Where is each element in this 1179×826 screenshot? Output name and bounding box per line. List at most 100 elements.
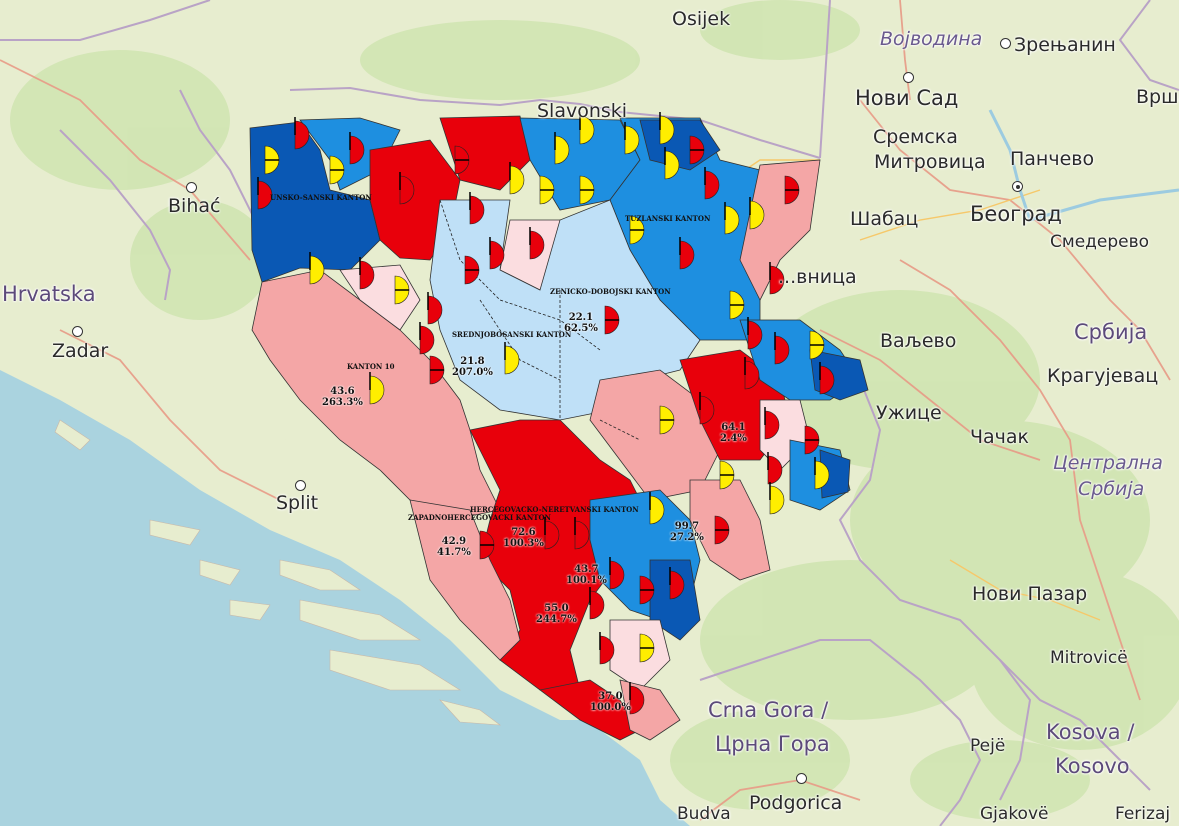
pie-marker [744,360,760,390]
canton-label: UNSKO-SANSKI KANTON [270,193,372,202]
city-label-slavonski: Slavonski [537,100,628,122]
pie-marker [649,495,665,525]
value-label: 72.6 100.3% [503,527,544,549]
pie-marker [574,520,590,550]
country-label-kosova: Kosova / [1046,720,1135,744]
pie-marker [359,260,375,290]
pie-marker [349,135,365,165]
pie-marker [579,115,595,145]
pie-marker [504,345,520,375]
city-marker [903,72,914,83]
canton-label: SREDNJOBOSANSKI KANTON [452,330,572,339]
value-label: 42.9 41.7% [437,536,471,558]
pie-marker [419,325,435,355]
city-marker [1000,38,1011,49]
pie-marker [819,365,835,395]
region-label-centralna: Централна [1053,452,1163,474]
canton-borders [439,199,641,441]
city-label-sremska: Сремска [873,126,958,148]
pie-marker [669,570,685,600]
city-label-bihac: Bihać [168,195,221,217]
value-label: 22.1 62.5% [564,312,598,334]
pie-marker [469,195,485,225]
pie-marker [309,255,325,285]
city-label-partial: ...вница [778,266,857,288]
value-label: 43.6 263.3% [322,386,363,408]
pie-marker [699,395,715,425]
pie-marker [774,335,790,365]
pie-marker [544,520,560,550]
pie-marker [624,125,640,155]
pie-marker [764,410,780,440]
canton-label: ZENICKO-DOBOJSKI KANTON [550,287,671,296]
pie-marker [814,460,830,490]
pie-marker [489,240,505,270]
islands [54,419,502,726]
pie-marker [427,295,443,325]
forest-areas [10,0,1179,820]
pie-marker [769,485,785,515]
pie-marker [629,685,645,715]
canton-label: KANTON 10 [347,362,395,371]
city-label-vrsac: Вршац [1136,86,1179,108]
value-label: 37.0 100.0% [590,691,631,713]
city-label-ferizaj: Ferizaj [1115,804,1171,824]
city-label-budva: Budva [677,804,731,824]
city-label-kragujevac: Крагујевац [1047,365,1159,387]
pie-markers [257,112,835,715]
value-label: 99.7 27.2% [670,521,704,543]
city-label-mitrovica: Митровица [874,151,986,173]
pie-marker [704,170,720,200]
canton-label: ZAPADNOHERCEGOVACKI KANTON [408,513,551,522]
city-label-peje: Pejë [970,736,1006,756]
pie-marker [509,165,525,195]
city-label-sabac: Шабац [850,208,919,230]
city-label-mitrovice: Mitrovicë [1050,648,1128,668]
pie-marker [589,590,605,620]
city-marker [295,480,306,491]
city-label-beograd: Београд [970,202,1062,226]
canton-label: TUZLANSKI KANTON [625,214,711,223]
pie-marker [747,320,763,350]
city-label-split: Split [276,492,319,514]
canton-label: HERCEGOVACKO-NERETVANSKI KANTON [470,505,639,514]
country-label-srbija: Србија [1074,320,1148,344]
city-label-pancevo: Панчево [1010,148,1095,170]
pie-marker [679,240,695,270]
city-label-zrenjanin: Зрењанин [1014,34,1116,56]
pie-marker [609,560,625,590]
value-label: 64.1 2.4% [720,422,747,444]
city-label-valjevo: Ваљево [880,330,957,352]
city-label-cacak: Чачак [970,426,1030,448]
city-label-zadar: Zadar [52,340,109,362]
city-marker [186,182,197,193]
value-label: 21.8 207.0% [452,356,493,378]
pie-marker [294,120,310,150]
region-label-vojvodina: Војводина [880,28,983,50]
pie-marker [599,635,615,665]
country-label-crna-gora-cyr: Црна Гора [715,732,830,756]
pie-marker [664,150,680,180]
city-marker [796,773,807,784]
city-label-smederevo: Смедерево [1050,232,1150,252]
city-label-novi-sad: Нови Сад [855,86,959,110]
river [988,109,1179,222]
country-label-crna-gora: Crna Gora / [708,698,829,722]
pie-marker [554,135,570,165]
city-marker [72,326,83,337]
value-label: 55.0 244.7% [536,603,577,625]
pie-marker [724,205,740,235]
pie-marker [659,115,675,145]
pie-marker [257,180,273,210]
pie-marker [529,230,545,260]
pie-marker [769,265,785,295]
pie-marker [369,375,385,405]
pie-marker [399,175,415,205]
country-label-kosovo: Kosovo [1055,754,1130,778]
city-label-podgorica: Podgorica [749,792,843,814]
capital-marker [1012,181,1023,192]
pie-marker [749,200,765,230]
